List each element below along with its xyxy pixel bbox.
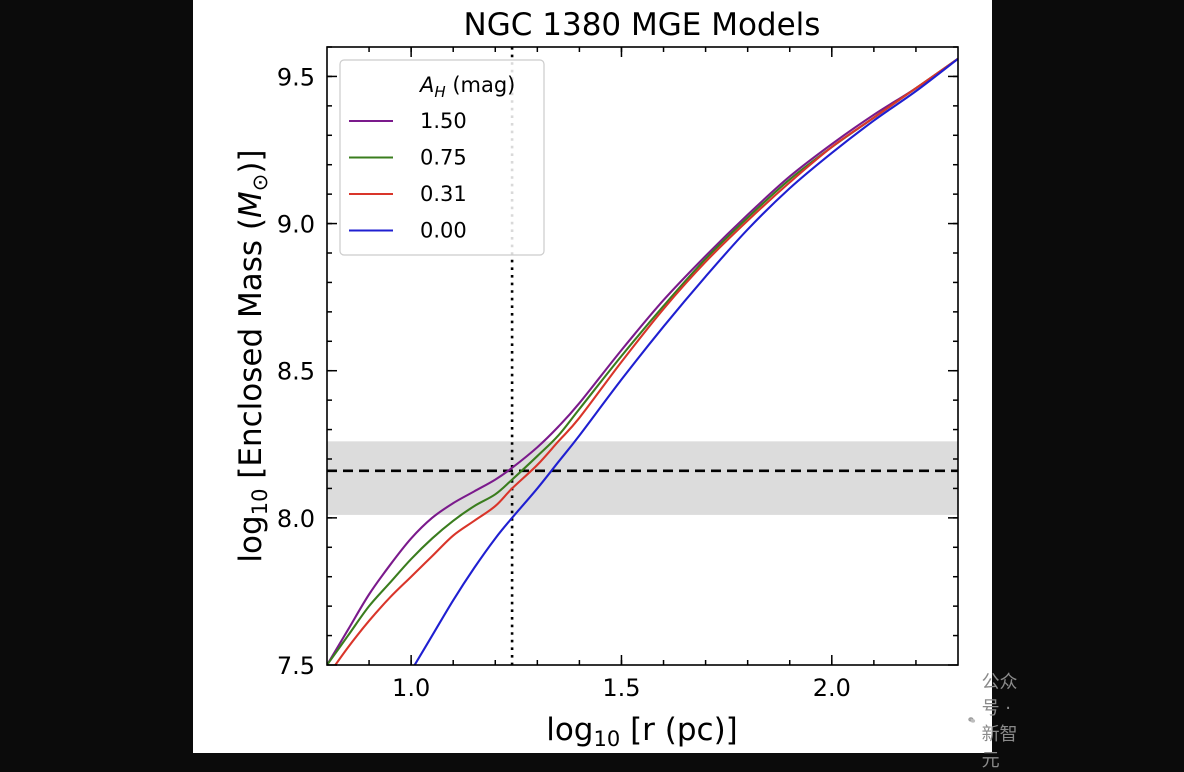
legend-title-symbol: A xyxy=(418,73,434,97)
legend-label: 0.00 xyxy=(420,219,467,243)
legend-box xyxy=(339,59,545,256)
y-tick-label: 7.5 xyxy=(277,652,315,680)
legend-title-unit: (mag) xyxy=(446,73,516,97)
series-line-1-50 xyxy=(327,57,958,665)
figure-canvas: 1.0 1.5 2.0 7.5 8.0 8.5 9.0 9.5 NGC 1380 MGE Mo… xyxy=(193,0,1018,771)
y-axis-label-symsub: ⊙ xyxy=(248,174,272,192)
x-axis-label-sub: 10 xyxy=(593,727,620,751)
x-axis-label-log: log xyxy=(546,712,593,748)
wechat-icon xyxy=(968,717,976,723)
watermark-text: 公众号 · 新智元 xyxy=(981,672,1018,771)
x-axis-label: log10 [r (pc)] xyxy=(546,712,738,751)
x-axis-label-text: [r (pc)] xyxy=(620,712,738,748)
legend: AH (mag) 1.50 0.75 0.31 0.00 xyxy=(339,59,545,256)
chart: 1.0 1.5 2.0 7.5 8.0 8.5 9.0 9.5 NGC 1380 MGE Mo… xyxy=(233,7,959,751)
series-line-0-31 xyxy=(334,57,958,665)
legend-title: AH (mag) xyxy=(418,73,515,101)
x-tick-label: 1.5 xyxy=(602,674,640,702)
x-tick-label: 1.0 xyxy=(392,674,430,702)
y-axis-label-sym: M xyxy=(233,191,269,218)
y-tick-label: 8.0 xyxy=(277,505,315,533)
series-line-0-75 xyxy=(327,57,958,665)
y-tick-label: 9.5 xyxy=(277,63,315,91)
watermark: 公众号 · 新智元 xyxy=(968,672,1018,771)
y-axis-label-suffix: )] xyxy=(233,149,269,173)
y-tick-label: 8.5 xyxy=(277,358,315,386)
y-axis-label: log10 [Enclosed Mass (M⊙)] xyxy=(233,149,272,562)
series-line-0-00 xyxy=(413,57,958,665)
y-axis-label-log: log xyxy=(233,515,269,562)
chart-title: NGC 1380 MGE Models xyxy=(464,7,821,43)
y-axis-label-text: [Enclosed Mass ( xyxy=(233,218,269,489)
legend-label: 1.50 xyxy=(420,109,467,133)
plot-frame xyxy=(326,46,959,666)
legend-title-subscript: H xyxy=(434,83,445,101)
y-tick-label: 9.0 xyxy=(277,211,315,239)
y-axis-label-sub: 10 xyxy=(248,489,272,516)
legend-label: 0.75 xyxy=(420,146,467,170)
x-tick-label: 2.0 xyxy=(813,674,851,702)
mass-uncertainty-band xyxy=(327,441,958,515)
legend-label: 0.31 xyxy=(420,182,467,206)
